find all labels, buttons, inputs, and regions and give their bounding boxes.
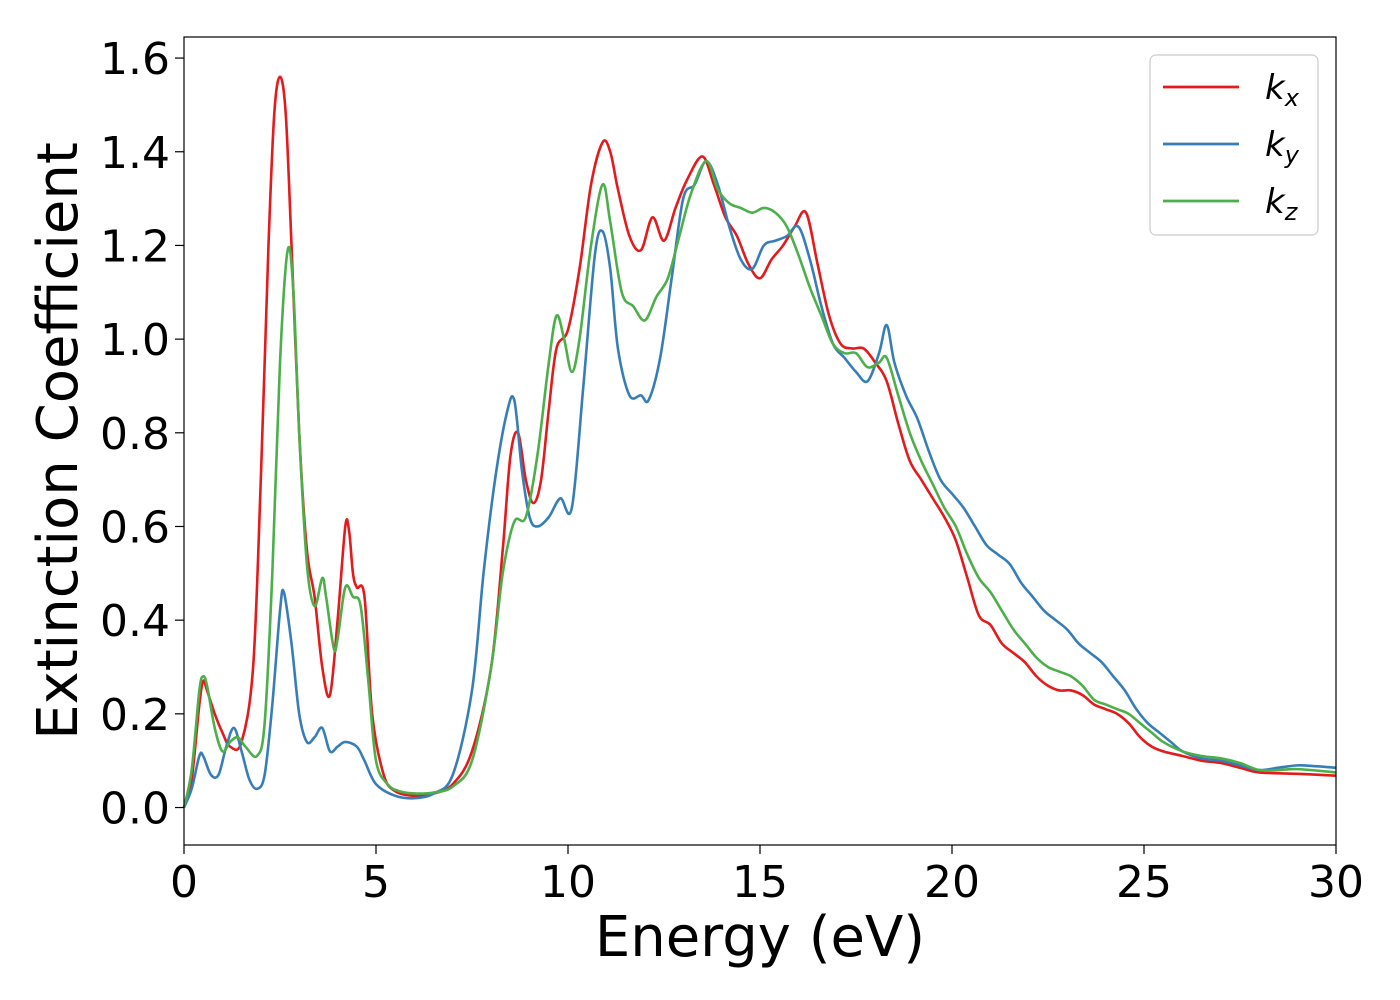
x-tick-label: 15 [732, 857, 788, 908]
y-tick-label: 0.6 [100, 502, 170, 553]
plot-background [184, 37, 1336, 845]
y-tick-label: 1.4 [100, 128, 170, 179]
x-tick-label: 25 [1116, 857, 1172, 908]
legend: kx ky kz [1149, 54, 1319, 236]
y-tick-label: 0.2 [100, 690, 170, 741]
legend-label-kx: kx [1265, 68, 1300, 112]
legend-label-kz: kz [1265, 182, 1299, 226]
y-axis-label: Extinction Coefficient [26, 142, 91, 740]
y-tick-label: 1.0 [100, 315, 170, 366]
x-axis-label: Energy (eV) [595, 905, 925, 970]
series-layer [182, 75, 1337, 809]
legend-label-ky: ky [1265, 125, 1300, 169]
y-tick-label: 0.4 [100, 596, 170, 647]
y-axis: 0.0 0.2 0.4 0.6 0.8 1.0 1.2 1.4 1.6 [100, 34, 184, 835]
x-axis: 0 5 10 15 20 25 30 [170, 845, 1364, 908]
series-line-kz [182, 159, 1337, 808]
x-tick-label: 20 [924, 857, 980, 908]
y-tick-label: 0.0 [100, 784, 170, 835]
y-tick-label: 1.6 [100, 34, 170, 85]
x-tick-label: 30 [1308, 857, 1364, 908]
x-tick-label: 5 [362, 857, 390, 908]
y-tick-label: 1.2 [100, 221, 170, 272]
y-tick-label: 0.8 [100, 409, 170, 460]
x-tick-label: 10 [540, 857, 596, 908]
x-tick-label: 0 [170, 857, 198, 908]
